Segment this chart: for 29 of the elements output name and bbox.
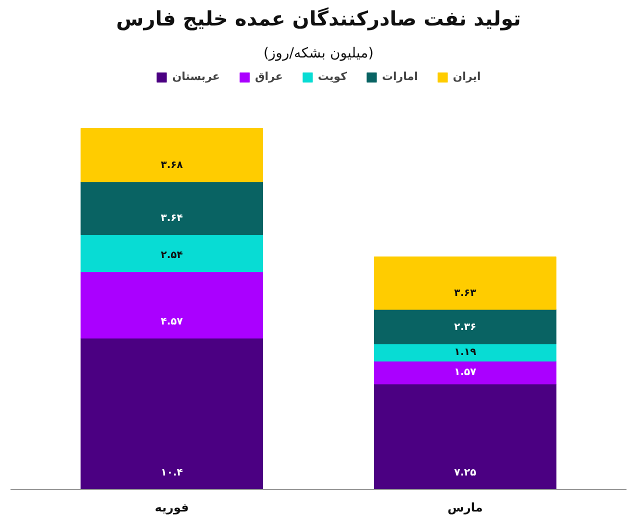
bar [80,128,264,182]
data-label: ۳.۶۳ [454,288,476,299]
data-label: ۳.۶۸ [160,160,183,172]
legend-label: کویت [318,70,347,83]
data-label: ۴.۵۷ [160,316,183,328]
data-label: ۲.۳۶ [454,322,476,334]
legend-label: عراق [254,70,283,83]
data-label: ۲.۵۴ [160,250,183,261]
x-tick-label: مارس [447,500,483,514]
legend-label: ایران [452,70,481,83]
x-tick-label: فوریه [154,500,189,514]
legend-label: عربستان [172,70,220,83]
chart-subtitle: (میلیون بشکه/روز) [263,46,374,62]
data-label: ۱.۵۷ [454,367,476,378]
bar [80,234,264,272]
chart-title: تولید نفت صادرکنندگان عمده خلیج فارس [116,6,521,30]
bar [80,271,264,338]
bar [374,384,556,490]
bar [80,182,264,236]
legend-label: امارات [382,70,418,83]
data-label: ۷.۲۵ [454,468,476,479]
bar [374,256,556,310]
bar [80,338,264,490]
data-label: ۱.۱۹ [454,347,476,358]
bar [374,360,556,384]
bar [374,309,556,344]
bar [374,344,556,362]
data-label: ۱۰.۴ [160,468,183,479]
data-label: ۳.۶۴ [160,213,183,224]
